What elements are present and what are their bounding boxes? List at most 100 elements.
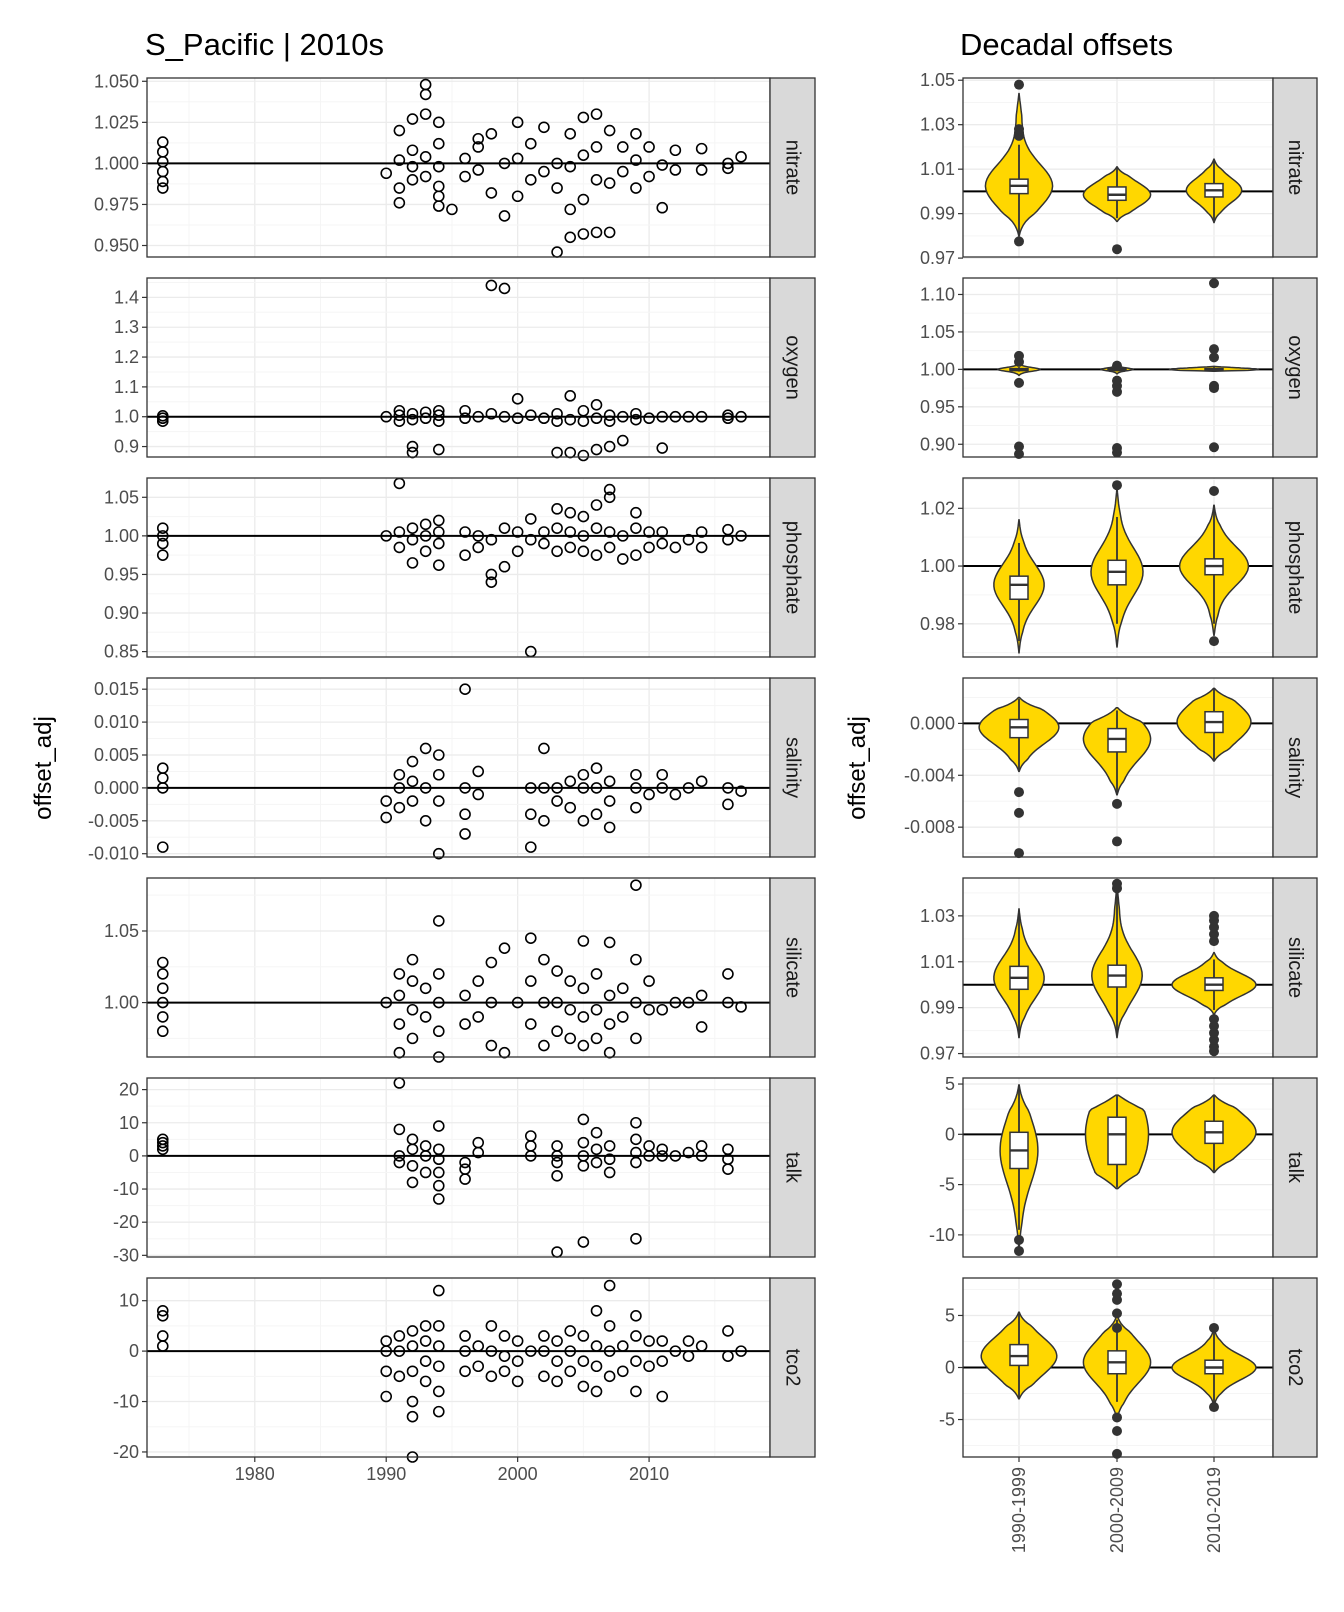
data-point [577, 782, 590, 794]
data-point [498, 410, 511, 423]
data-point [656, 410, 669, 423]
data-point [603, 1153, 616, 1166]
scatter-phosphate-y-tick-label: 0.95 [104, 564, 139, 584]
data-point [432, 1025, 445, 1038]
data-point [656, 768, 669, 781]
data-point [393, 968, 406, 980]
outlier-point [1209, 1041, 1219, 1052]
data-point [432, 915, 445, 927]
x-tick-label-1990-1999: 1990-1999 [1009, 1467, 1029, 1553]
data-point [406, 1325, 419, 1337]
data-point [498, 942, 511, 954]
data-point [564, 541, 577, 554]
data-point [485, 996, 498, 1009]
data-point [393, 1330, 406, 1342]
data-point [406, 1340, 419, 1352]
violin-nitrate-y-tick-label: 1.01 [920, 159, 955, 179]
violin-group-2000-2009 [1090, 480, 1144, 648]
data-point [538, 953, 550, 966]
scatter-silicate-y-tick-label: 1.00 [104, 993, 139, 1013]
scatter-oxygen-y-tick-label: 1.4 [114, 287, 139, 307]
data-point [590, 1360, 603, 1373]
outlier-point [1209, 1027, 1219, 1038]
data-point [485, 1345, 498, 1357]
data-point [722, 1325, 734, 1337]
scatter-talk-y-tick-label: -30 [113, 1245, 139, 1265]
data-point [485, 407, 498, 420]
data-point [630, 953, 642, 966]
data-point [156, 549, 169, 561]
data-point [406, 1410, 419, 1423]
data-point [393, 1345, 406, 1357]
violin-facet-nitrate: 0.97 0.99 1.01 1.03 1.05 nitrate [920, 70, 1318, 268]
data-point [630, 1133, 642, 1146]
violin-phosphate-y-tick-label: 0.98 [920, 614, 955, 634]
data-point [406, 407, 419, 420]
x-tick-label-2010-2019: 2010-2019 [1204, 1467, 1224, 1553]
data-point [590, 226, 603, 239]
scatter-nitrate-panel-bg [147, 78, 770, 257]
data-point [577, 1380, 590, 1393]
data-point [538, 1370, 550, 1383]
data-point [551, 965, 563, 977]
data-point [603, 936, 616, 949]
data-point [485, 1370, 498, 1383]
data-point [682, 410, 695, 423]
scatter-salinity-y-tick-label: -0.010 [88, 844, 139, 864]
violin-talk-y-tick-label: -10 [929, 1225, 955, 1245]
data-point [393, 541, 406, 554]
data-point [735, 151, 747, 163]
data-point [722, 409, 734, 422]
data-point [577, 1136, 590, 1149]
data-point [722, 162, 734, 175]
outlier-point [1112, 1288, 1122, 1299]
data-point [524, 808, 537, 821]
data-point [156, 1140, 169, 1152]
data-point [156, 956, 169, 969]
data-point [630, 1310, 642, 1322]
data-point [551, 1140, 563, 1152]
violin-facet-salinity: -0.008 -0.004 0.000 salinity [904, 677, 1318, 859]
scatter-facet-silicate: 1.00 1.05 silicate [104, 877, 816, 1063]
data-point [432, 559, 445, 571]
violin-phosphate-y-tick-label: 1.00 [920, 556, 955, 576]
scatter-facet-salinity: -0.010 -0.005 0.000 0.005 0.010 0.015 salinity [88, 677, 816, 864]
data-point [406, 144, 419, 157]
data-point [472, 1011, 485, 1023]
box-iqr [1009, 718, 1029, 739]
data-point [459, 1156, 471, 1169]
data-point [406, 1032, 419, 1045]
data-point [590, 1032, 603, 1045]
violin-salinity-strip [1272, 677, 1318, 858]
violin-tco2-y-tick-label: 5 [945, 1305, 955, 1325]
violin-phosphate-strip [1272, 477, 1318, 658]
data-point [432, 749, 445, 761]
violin-group-2000-2009 [1091, 878, 1143, 1039]
data-point [156, 1330, 169, 1342]
data-point [472, 1360, 485, 1373]
data-point [446, 203, 458, 216]
data-point [735, 785, 747, 797]
scatter-tco2-y-tick-label: 0 [129, 1341, 139, 1361]
data-point [643, 1003, 655, 1016]
scatter-phosphate-y-tick-label: 0.90 [104, 603, 139, 623]
outlier-point [1209, 278, 1219, 289]
data-point [603, 1046, 616, 1059]
scatter-nitrate-y-tick-label: 0.975 [94, 194, 139, 214]
scatter-oxygen-panel-bg [147, 278, 770, 457]
data-point [406, 795, 419, 807]
data-point [564, 1345, 577, 1357]
violin-group-2010-2019 [1171, 1094, 1257, 1174]
box-iqr [1107, 1116, 1127, 1166]
scatter-talk-y-tick-label: -20 [113, 1212, 139, 1232]
data-point [722, 1143, 734, 1156]
violin-tco2-y-tick-label: -5 [939, 1410, 955, 1430]
data-point [630, 549, 642, 561]
scatter-oxygen-y-tick-label: 0.9 [114, 437, 139, 457]
outlier-point [1014, 124, 1024, 135]
data-point [590, 1304, 603, 1317]
violin-facet-talk: -10 -5 0 5 talk [929, 1074, 1318, 1258]
outlier-point [1112, 375, 1122, 386]
outlier-point [1112, 480, 1122, 491]
data-point [524, 533, 537, 546]
